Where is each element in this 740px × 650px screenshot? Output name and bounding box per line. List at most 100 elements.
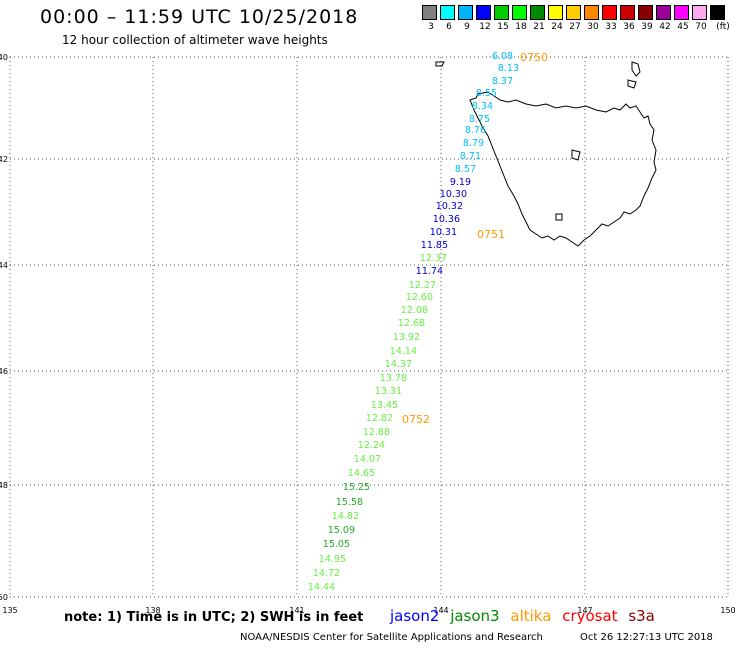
pass-time-label: 0751 — [477, 228, 505, 241]
wave-height-label: 15.25 — [343, 482, 370, 493]
scale-swatch — [548, 5, 563, 20]
wave-height-label: 10.31 — [430, 227, 457, 238]
map-title: 00:00 – 11:59 UTC 10/25/2018 — [40, 6, 359, 28]
scale-swatch — [584, 5, 599, 20]
island-east-2 — [627, 79, 637, 89]
wave-height-label: 8.34 — [472, 101, 493, 112]
wave-height-label: 14.82 — [332, 511, 359, 522]
wave-height-label: 9.19 — [450, 177, 471, 188]
wave-height-label: 14.44 — [308, 582, 335, 593]
scale-label: 6 — [446, 22, 452, 32]
lat-tick-label: -42 — [0, 155, 8, 164]
wave-height-label: 8.57 — [455, 164, 476, 175]
altimeter-track: 6.088.13 8.378.55 8.34 8.758.76 8.79 8.71 8.57… — [308, 51, 519, 593]
credit-line: NOAA/NESDIS Center for Satellite Applica… — [240, 632, 543, 643]
wave-height-label: 15.05 — [323, 539, 350, 550]
scale-label: 45 — [677, 22, 689, 32]
sat-jason2: jason2 — [390, 607, 440, 625]
wave-height-label: 14.07 — [354, 454, 381, 465]
lake-1 — [571, 149, 581, 161]
scale-swatch — [494, 5, 509, 20]
lat-tick-label: -50 — [0, 593, 8, 602]
scale-swatch — [638, 5, 653, 20]
wave-height-label: 15.09 — [328, 525, 355, 536]
wave-height-label: 8.55 — [476, 88, 497, 99]
wave-height-label: 13.92 — [393, 332, 420, 343]
wave-height-label: 8.37 — [492, 76, 513, 87]
scale-swatch — [512, 5, 527, 20]
scale-swatch — [710, 5, 725, 20]
lat-lon-grid — [9, 56, 729, 598]
wave-height-label: 14.95 — [319, 554, 346, 565]
lat-tick-label: -44 — [0, 261, 8, 270]
wave-height-label: 11.85 — [421, 240, 448, 251]
scale-label: 42 — [659, 22, 671, 32]
wave-height-label: 12.88 — [363, 427, 390, 438]
island-north — [435, 61, 445, 67]
wave-height-label: 12.24 — [358, 440, 385, 451]
scale-label: 33 — [605, 22, 617, 32]
scale-label: 30 — [587, 22, 599, 32]
wave-height-label: 10.30 — [440, 189, 467, 200]
sat-cryosat: cryosat — [562, 607, 618, 625]
scale-label: 18 — [515, 22, 527, 32]
satellite-legend: jason2 jason3 altika cryosat s3a — [390, 607, 661, 625]
lat-tick-label: -48 — [0, 481, 8, 490]
scale-swatch — [476, 5, 491, 20]
sat-altika: altika — [510, 607, 552, 625]
wave-height-label: 14.72 — [313, 568, 340, 579]
wave-height-label: 12.60 — [406, 292, 433, 303]
wave-height-label: 13.78 — [380, 373, 407, 384]
lake-2 — [555, 213, 563, 221]
lon-tick-label: 147 — [577, 606, 592, 615]
scale-label: 12 — [479, 22, 491, 32]
wave-height-label: 14.37 — [385, 359, 412, 370]
wave-height-label: 10.32 — [436, 201, 463, 212]
pass-time-labels: 0750 0751 0752 — [402, 51, 548, 426]
wave-height-label: 8.13 — [498, 63, 519, 74]
wave-height-label: 15.58 — [336, 497, 363, 508]
wave-height-label: 8.75 — [469, 114, 490, 125]
scale-label: 21 — [533, 22, 545, 32]
tasmania-coastline — [435, 61, 657, 247]
scale-swatch — [602, 5, 617, 20]
wave-height-label: 14.14 — [390, 346, 417, 357]
wave-height-label: 14.65 — [348, 468, 375, 479]
scale-label: 27 — [569, 22, 581, 32]
wave-height-label: 12.27 — [409, 280, 436, 291]
scale-label: 36 — [623, 22, 635, 32]
wave-height-label: 6.08 — [492, 51, 513, 62]
lon-tick-label: 150 — [720, 606, 735, 615]
lon-tick-label: 135 — [2, 606, 17, 615]
wave-height-label: 10.36 — [433, 214, 460, 225]
scale-swatch — [566, 5, 581, 20]
axis-tick-labels: -40 -42 -44 -46 -48 -50 135 138 141 144 147 150 — [0, 53, 736, 615]
scale-swatch — [530, 5, 545, 20]
scale-label: 9 — [464, 22, 470, 32]
sat-s3a: s3a — [628, 607, 655, 625]
lon-tick-label: 138 — [145, 606, 160, 615]
units-note: note: 1) Time is in UTC; 2) SWH is in fe… — [64, 610, 364, 625]
wave-height-label: 12.08 — [401, 305, 428, 316]
lat-tick-label: -40 — [0, 53, 8, 62]
scale-swatch — [674, 5, 689, 20]
scale-label: 15 — [497, 22, 509, 32]
scale-label: 70 — [695, 22, 707, 32]
map-subtitle: 12 hour collection of altimeter wave hei… — [62, 33, 328, 47]
scale-swatch — [458, 5, 473, 20]
lon-tick-label: 141 — [289, 606, 304, 615]
tasmania-outline — [469, 91, 657, 247]
scale-swatch — [692, 5, 707, 20]
scale-swatch — [656, 5, 671, 20]
wave-height-label: 12.68 — [398, 318, 425, 329]
lon-tick-label: 144 — [433, 606, 448, 615]
wave-height-label: 13.45 — [371, 400, 398, 411]
wave-height-label: 8.71 — [460, 151, 481, 162]
scale-swatch — [422, 5, 437, 20]
lat-tick-label: -46 — [0, 367, 8, 376]
scale-label: 39 — [641, 22, 653, 32]
generated-timestamp: Oct 26 12:27:13 UTC 2018 — [580, 632, 713, 643]
wave-height-label: 12.37 — [420, 253, 447, 264]
scale-swatch — [620, 5, 635, 20]
